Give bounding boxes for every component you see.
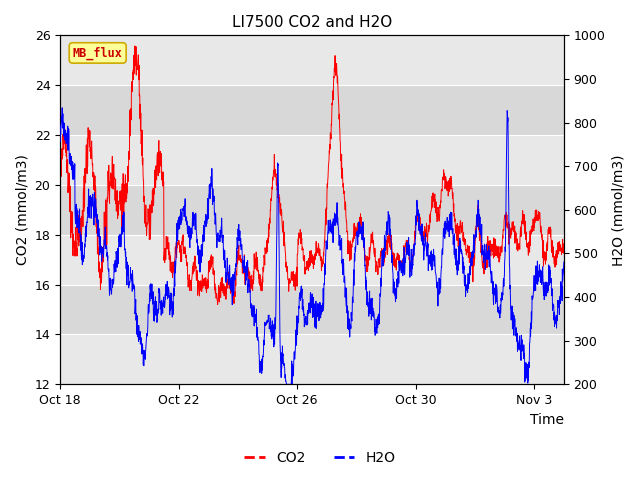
Y-axis label: H2O (mmol/m3): H2O (mmol/m3) xyxy=(611,154,625,265)
Bar xyxy=(60,36,564,85)
Legend: CO2, H2O: CO2, H2O xyxy=(239,445,401,471)
Bar xyxy=(60,135,564,185)
Title: LI7500 CO2 and H2O: LI7500 CO2 and H2O xyxy=(232,15,392,30)
Y-axis label: CO2 (mmol/m3): CO2 (mmol/m3) xyxy=(15,155,29,265)
Bar xyxy=(60,235,564,285)
Text: MB_flux: MB_flux xyxy=(73,46,123,60)
X-axis label: Time: Time xyxy=(530,413,564,427)
Bar xyxy=(60,335,564,384)
